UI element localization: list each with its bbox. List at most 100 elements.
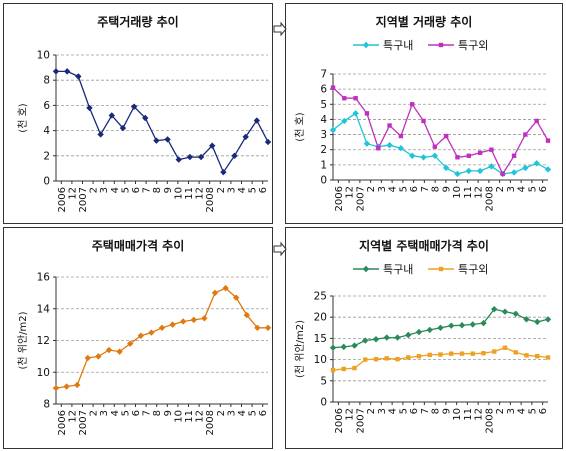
x-tick-label: 3 bbox=[226, 187, 237, 193]
x-tick-label: 4 bbox=[388, 408, 399, 414]
x-tick-label: 5 bbox=[527, 408, 538, 414]
x-tick-label: 7 bbox=[142, 410, 153, 416]
x-tick-label: 12 bbox=[474, 186, 485, 199]
x-tick-label: 3 bbox=[506, 186, 517, 192]
data-point bbox=[501, 308, 509, 315]
x-tick-label: 11 bbox=[184, 187, 195, 200]
x-tick-label: 12 bbox=[195, 410, 206, 423]
data-point bbox=[523, 316, 530, 323]
data-point bbox=[477, 150, 483, 155]
data-point bbox=[523, 132, 528, 137]
data-point bbox=[142, 114, 149, 122]
x-tick-label: 2 bbox=[495, 408, 506, 414]
x-tick-label: 2007 bbox=[78, 410, 89, 435]
y-tick-label: 6 bbox=[320, 84, 327, 96]
data-point bbox=[432, 144, 438, 149]
x-tick-label: 2006 bbox=[57, 187, 68, 212]
chart-title: 지역별 거래량 추이 bbox=[375, 15, 473, 29]
x-tick-label: 2006 bbox=[57, 410, 68, 435]
y-tick-label: 2 bbox=[43, 150, 50, 162]
legend-label: 특구외 bbox=[458, 263, 488, 276]
data-point bbox=[253, 117, 261, 124]
y-axis-label: (천 위안/m2) bbox=[16, 311, 29, 369]
data-point bbox=[455, 155, 460, 160]
data-point bbox=[406, 355, 411, 360]
arrow-right-icon bbox=[273, 241, 287, 257]
data-point bbox=[201, 315, 208, 322]
x-tick-label: 9 bbox=[441, 186, 452, 192]
legend-label: 특구외 bbox=[458, 39, 488, 52]
data-point bbox=[97, 131, 104, 138]
x-tick-label: 7 bbox=[142, 187, 153, 193]
y-tick-label: 0 bbox=[320, 175, 327, 187]
data-point bbox=[510, 169, 518, 176]
x-tick-label: 5 bbox=[527, 186, 538, 192]
data-point bbox=[500, 171, 505, 177]
data-point bbox=[394, 334, 401, 341]
x-tick-label: 5 bbox=[248, 187, 259, 193]
data-point bbox=[544, 316, 552, 323]
data-point bbox=[75, 73, 82, 80]
data-point bbox=[376, 146, 381, 151]
data-point bbox=[449, 351, 454, 356]
x-tick-label: 9 bbox=[163, 410, 174, 416]
x-tick-label: 5 bbox=[120, 410, 131, 416]
data-point bbox=[352, 110, 359, 117]
y-tick-label: 10 bbox=[314, 354, 327, 366]
data-point bbox=[108, 112, 115, 119]
x-tick-label: 7 bbox=[420, 186, 431, 192]
y-tick-label: 7 bbox=[320, 69, 327, 81]
y-tick-label: 16 bbox=[37, 272, 51, 284]
data-point bbox=[84, 354, 91, 362]
x-tick-label: 2007 bbox=[355, 186, 366, 211]
data-point bbox=[492, 349, 497, 354]
data-point bbox=[438, 352, 443, 357]
data-point bbox=[342, 96, 347, 101]
data-point bbox=[442, 164, 450, 172]
x-tick-label: 12 bbox=[345, 186, 356, 199]
y-tick-label: 0 bbox=[320, 397, 327, 409]
data-point bbox=[387, 123, 392, 128]
data-point bbox=[116, 348, 123, 355]
data-point bbox=[545, 355, 551, 360]
x-tick-label: 4 bbox=[517, 408, 528, 414]
data-point bbox=[522, 164, 529, 172]
x-tick-label: 6 bbox=[258, 187, 269, 193]
x-tick-label: 9 bbox=[163, 187, 174, 193]
data-point bbox=[175, 156, 182, 163]
data-point bbox=[362, 265, 370, 273]
chart-panel-regional-price: 지역별 주택매매가격 추이 0 5 10 15 20 25 2006 12 2007 2 3 4 5 6 7… bbox=[285, 227, 563, 449]
x-tick-label: 12 bbox=[67, 410, 78, 423]
data-point bbox=[438, 266, 444, 272]
x-tick-label: 4 bbox=[517, 186, 528, 192]
data-point bbox=[95, 353, 102, 360]
data-point bbox=[233, 294, 240, 301]
x-tick-label: 7 bbox=[420, 408, 431, 414]
series-line bbox=[55, 287, 268, 389]
chart-panel-transaction-volume: 주택거래량 추이 0 2 4 6 8 10 2006 12 2007 2 3 4 5 6 7 8 9 10 11 12… bbox=[3, 3, 273, 224]
data-point bbox=[395, 356, 400, 362]
chart-panel-sale-price: 주택매매가격 추이 8 10 12 14 16 2006 12 2007 2 3 4 5 6 7 8 9 10 1… bbox=[3, 227, 273, 449]
legend-label: 특구내 bbox=[383, 263, 413, 276]
data-point bbox=[470, 351, 475, 356]
data-point bbox=[353, 96, 358, 101]
y-tick-label: 3 bbox=[320, 129, 327, 141]
x-tick-label: 11 bbox=[463, 186, 474, 199]
y-tick-label: 0 bbox=[43, 176, 50, 188]
data-point bbox=[86, 104, 93, 112]
data-point bbox=[119, 124, 127, 132]
data-point bbox=[545, 138, 551, 143]
y-axis-label: (천 호) bbox=[17, 103, 29, 132]
data-point bbox=[426, 326, 433, 334]
data-point bbox=[231, 152, 238, 159]
data-point bbox=[180, 318, 187, 325]
data-point bbox=[158, 324, 166, 331]
data-point bbox=[220, 168, 227, 176]
y-tick-label: 8 bbox=[43, 399, 50, 411]
data-point bbox=[52, 68, 60, 75]
x-tick-label: 6 bbox=[258, 410, 269, 416]
